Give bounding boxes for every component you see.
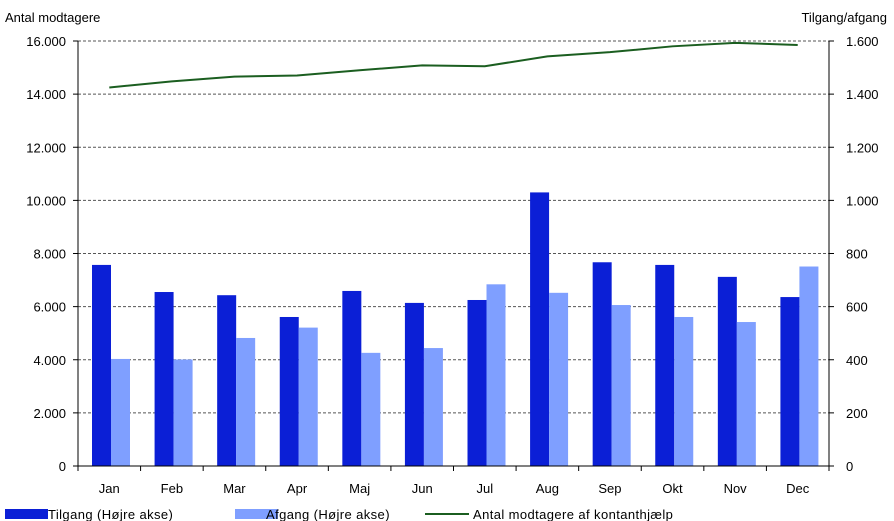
- bar-afgang: [486, 284, 506, 466]
- bar-tilgang: [655, 264, 675, 466]
- legend-swatch: [235, 509, 278, 519]
- line-antal-modtagere: [109, 41, 798, 89]
- left-tick-label: 10.000: [26, 193, 66, 208]
- legend-label: Antal modtagere af kontanthjælp: [473, 507, 673, 521]
- left-tick-label: 14.000: [26, 87, 66, 102]
- legend-label: Tilgang (Højre akse): [48, 507, 173, 521]
- left-axis-ticks: 0 2.000 4.000 6.000 8.000 10.000 12.000 14.000 1…: [26, 34, 78, 474]
- x-tick-label: Mar: [223, 481, 246, 496]
- bar-tilgang: [780, 297, 800, 466]
- bar-afgang: [236, 337, 256, 466]
- bar-afgang: [173, 359, 193, 466]
- x-tick-label: Jul: [476, 481, 493, 496]
- x-tick-label: Feb: [161, 481, 183, 496]
- left-tick-label: 16.000: [26, 34, 66, 49]
- right-axis-title: Tilgang/afgang: [801, 10, 887, 25]
- left-tick-label: 2.000: [33, 406, 66, 421]
- bar-tilgang: [217, 295, 237, 466]
- x-tick-label: Okt: [662, 481, 683, 496]
- gridlines: [78, 40, 829, 414]
- bar-afgang: [111, 358, 130, 466]
- left-tick-label: 8.000: [33, 247, 66, 262]
- bar-tilgang: [592, 262, 612, 466]
- bar-afgang: [423, 348, 443, 466]
- left-tick-label: 0: [59, 459, 66, 474]
- x-tick-label: Maj: [349, 481, 370, 496]
- right-tick-label: 600: [846, 300, 868, 315]
- right-tick-label: 800: [846, 247, 868, 262]
- bar-tilgang: [154, 292, 174, 466]
- bar-tilgang: [342, 290, 362, 466]
- bar-tilgang: [530, 192, 550, 466]
- bar-tilgang: [467, 299, 487, 466]
- x-tick-label: Jun: [412, 481, 433, 496]
- legend-label: Afgang (Højre akse): [266, 507, 390, 521]
- left-tick-label: 4.000: [33, 353, 66, 368]
- bar-tilgang: [717, 276, 737, 466]
- x-axis-ticks: Jan Feb Mar Apr Maj Jun Jul Aug Sep Okt Nov Dec: [77, 466, 830, 496]
- bar-afgang: [549, 292, 569, 466]
- bar-afgang: [736, 322, 756, 466]
- left-axis-title: Antal modtagere: [5, 10, 100, 25]
- right-tick-label: 0: [846, 459, 853, 474]
- x-tick-label: Aug: [536, 481, 559, 496]
- bar-tilgang: [279, 316, 299, 466]
- bar-afgang: [799, 266, 819, 466]
- left-tick-label: 6.000: [33, 300, 66, 315]
- x-tick-label: Apr: [287, 481, 308, 496]
- x-tick-label: Dec: [786, 481, 810, 496]
- x-tick-label: Jan: [99, 481, 120, 496]
- bar-afgang: [361, 352, 381, 466]
- right-tick-label: 1.600: [846, 34, 879, 49]
- legend: Tilgang (Højre akse) Afgang (Højre akse) A…: [5, 507, 673, 521]
- left-tick-label: 12.000: [26, 140, 66, 155]
- bars: [92, 192, 819, 466]
- right-tick-label: 400: [846, 353, 868, 368]
- x-tick-label: Nov: [724, 481, 748, 496]
- legend-swatch: [5, 509, 48, 519]
- bar-afgang: [611, 305, 631, 466]
- bar-afgang: [298, 327, 318, 466]
- x-tick-label: Sep: [598, 481, 621, 496]
- right-tick-label: 1.200: [846, 140, 879, 155]
- bar-tilgang: [404, 302, 424, 466]
- right-tick-label: 200: [846, 406, 868, 421]
- bar-afgang: [674, 316, 694, 466]
- right-axis-ticks: 0 200 400 600 800 1.000 1.200 1.400 1.600: [829, 34, 879, 474]
- right-tick-label: 1.400: [846, 87, 879, 102]
- line-series: [109, 41, 798, 89]
- right-tick-label: 1.000: [846, 193, 879, 208]
- bar-tilgang: [92, 264, 111, 466]
